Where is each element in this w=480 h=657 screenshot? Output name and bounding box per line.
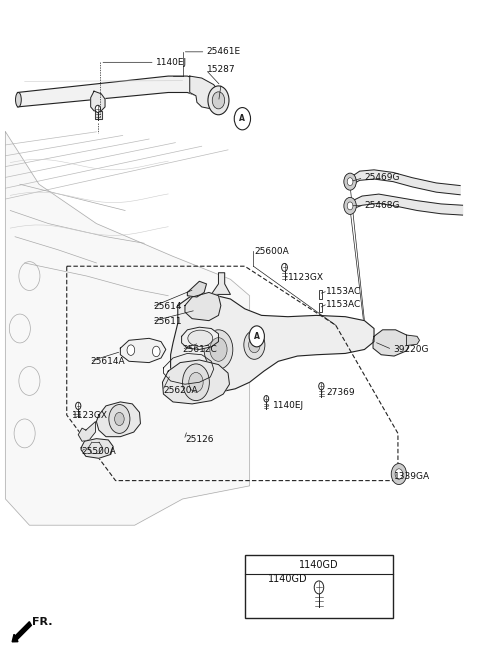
Circle shape [244, 330, 265, 359]
Circle shape [204, 330, 233, 369]
Polygon shape [350, 170, 460, 194]
Text: 1153AC: 1153AC [326, 287, 361, 296]
Circle shape [395, 469, 403, 480]
Circle shape [95, 105, 100, 112]
Circle shape [212, 92, 225, 109]
Circle shape [75, 402, 81, 409]
Polygon shape [81, 439, 113, 459]
Text: 15287: 15287 [206, 65, 235, 74]
Circle shape [319, 382, 324, 390]
FancyArrow shape [12, 622, 31, 642]
Circle shape [264, 396, 269, 402]
Polygon shape [120, 338, 166, 363]
Circle shape [344, 197, 356, 214]
Circle shape [282, 263, 288, 271]
Circle shape [344, 173, 356, 190]
Text: A: A [254, 332, 260, 341]
Circle shape [127, 345, 135, 355]
Polygon shape [5, 132, 250, 525]
Text: 25614A: 25614A [91, 357, 125, 366]
Text: 25461E: 25461E [206, 47, 240, 57]
Polygon shape [190, 76, 220, 109]
Text: 1123GX: 1123GX [288, 273, 324, 282]
Bar [245, 555, 393, 618]
Circle shape [115, 413, 124, 426]
Text: 1123GX: 1123GX [72, 411, 108, 420]
Polygon shape [407, 335, 420, 346]
Bar [319, 290, 322, 299]
Circle shape [249, 326, 264, 347]
Text: A: A [240, 114, 245, 124]
Circle shape [344, 173, 356, 189]
Text: 25600A: 25600A [254, 246, 289, 256]
Text: 27369: 27369 [326, 388, 355, 397]
Text: 1140EJ: 1140EJ [273, 401, 304, 411]
Polygon shape [350, 194, 463, 215]
Polygon shape [187, 281, 206, 297]
Text: 25612C: 25612C [182, 345, 217, 354]
Circle shape [153, 346, 160, 357]
Polygon shape [373, 330, 410, 356]
Polygon shape [17, 76, 197, 107]
Circle shape [249, 337, 260, 353]
Circle shape [314, 581, 324, 594]
Text: 25611: 25611 [153, 317, 181, 326]
Text: 25126: 25126 [185, 436, 214, 444]
Text: 39220G: 39220G [393, 345, 429, 354]
Polygon shape [185, 292, 221, 321]
Polygon shape [170, 294, 374, 393]
Bar [319, 303, 322, 312]
Text: 25614: 25614 [153, 302, 181, 311]
Circle shape [210, 338, 227, 361]
Text: 25468G: 25468G [364, 201, 400, 210]
Text: 1153AC: 1153AC [326, 300, 361, 309]
Polygon shape [211, 273, 230, 294]
Polygon shape [181, 327, 218, 350]
Text: 25500A: 25500A [81, 447, 116, 456]
Polygon shape [91, 91, 105, 111]
Polygon shape [96, 111, 102, 119]
Text: 25620A: 25620A [163, 386, 198, 396]
Ellipse shape [188, 330, 213, 346]
Text: 1140GD: 1140GD [299, 560, 339, 570]
Circle shape [391, 464, 407, 484]
Circle shape [189, 373, 203, 392]
Circle shape [182, 364, 209, 401]
Circle shape [347, 202, 353, 210]
Circle shape [234, 108, 251, 130]
Ellipse shape [15, 93, 21, 107]
Text: 1140GD: 1140GD [268, 574, 307, 584]
Polygon shape [78, 422, 96, 442]
Polygon shape [162, 360, 229, 404]
Text: FR.: FR. [32, 617, 52, 627]
Circle shape [347, 177, 353, 185]
Text: 1339GA: 1339GA [394, 472, 430, 480]
Circle shape [109, 405, 130, 434]
Circle shape [208, 86, 229, 115]
Text: 1140EJ: 1140EJ [156, 58, 187, 67]
Text: 25469G: 25469G [364, 173, 400, 182]
Polygon shape [96, 402, 141, 437]
